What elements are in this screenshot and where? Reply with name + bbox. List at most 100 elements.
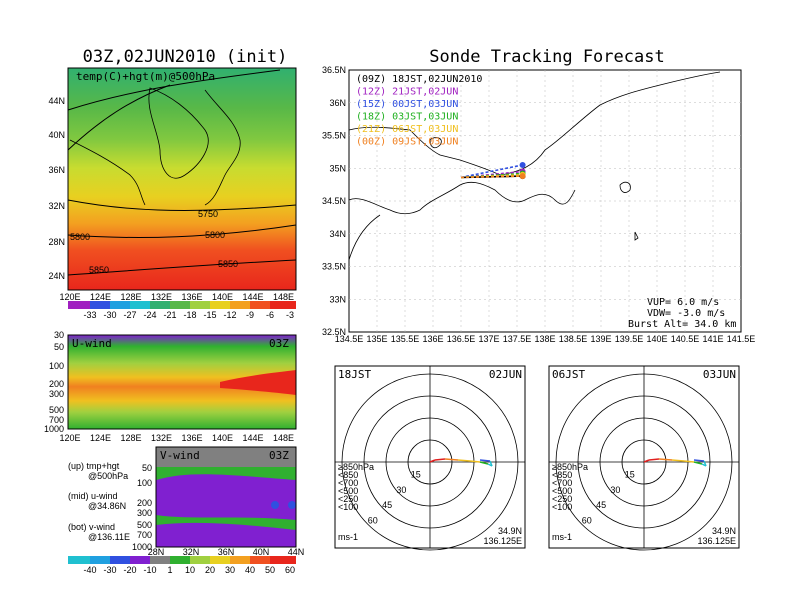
lat-tick-label: 40N bbox=[253, 547, 270, 557]
lon-tick-label: 136E bbox=[181, 433, 202, 443]
hodograph-time: 06JST bbox=[552, 368, 585, 381]
hodograph-date: 03JUN bbox=[703, 368, 736, 381]
track-legend-entry: (00Z) 09JST,03JUN bbox=[356, 137, 458, 148]
hodograph-level-key: <250 bbox=[552, 494, 572, 504]
lon-tick-label: 137.5E bbox=[503, 334, 532, 344]
contour-label: 5800 bbox=[70, 232, 90, 242]
burst-text: Burst Alt= 34.0 km bbox=[628, 319, 736, 330]
hodograph-level-key: <850 bbox=[338, 470, 358, 480]
hodograph-level-key: ≥850hPa bbox=[338, 462, 374, 472]
temp-map-panel: temp(C)+hgt(m)@500hPa 5750 5800 5850 580… bbox=[48, 67, 297, 302]
colorbar-tick-label: -24 bbox=[143, 310, 156, 320]
contour-label: 5800 bbox=[205, 230, 225, 240]
pressure-level-label: 700 bbox=[49, 415, 64, 425]
hodograph-level-key: <250 bbox=[338, 494, 358, 504]
lon-tick-label: 124E bbox=[90, 292, 111, 302]
lat-tick-label: 32N bbox=[48, 201, 65, 211]
lat-tick-label: 36N bbox=[48, 165, 65, 175]
lon-tick-label: 148E bbox=[273, 292, 294, 302]
lon-tick-label: 135E bbox=[366, 334, 387, 344]
wind-trace-segment bbox=[444, 458, 459, 461]
colorbar-tick-label: -40 bbox=[83, 565, 96, 575]
lat-tick-label: 35N bbox=[329, 163, 346, 173]
hodograph-level-key: <100 bbox=[338, 502, 358, 512]
ring-label: 60 bbox=[368, 516, 378, 526]
colorbar-tick-label: 50 bbox=[265, 565, 275, 575]
vwind-time: 03Z bbox=[269, 449, 289, 462]
lon-tick-label: 136.5E bbox=[447, 334, 476, 344]
wind-trace-segment bbox=[683, 460, 695, 463]
hodograph-unit: ms-1 bbox=[552, 532, 572, 542]
lat-tick-label: 34N bbox=[329, 229, 346, 239]
colorbar-tick-label: -12 bbox=[223, 310, 236, 320]
left-title: 03Z,02JUN2010 (init) bbox=[83, 47, 288, 67]
lon-tick-label: 138E bbox=[534, 334, 555, 344]
lon-tick-label: 148E bbox=[273, 433, 294, 443]
colorbar-tick-label: -20 bbox=[123, 565, 136, 575]
lat-tick-label: 44N bbox=[48, 96, 65, 106]
colorbar-tick-label: -3 bbox=[286, 310, 294, 320]
lat-tick-label: 36.5N bbox=[322, 65, 346, 75]
ring-label: 45 bbox=[596, 500, 606, 510]
colorbar-tick-label: -30 bbox=[103, 565, 116, 575]
ring-label: 30 bbox=[396, 485, 406, 495]
lat-tick-label: 36N bbox=[329, 98, 346, 108]
lon-tick-label: 144E bbox=[242, 292, 263, 302]
temp-colorbar: -33 -30 -27 -24 -21 -18 -15 -12 -9 -6 -3 bbox=[68, 301, 296, 320]
track-legend-entry: (12Z) 21JST,02JUN bbox=[356, 87, 458, 98]
lon-tick-label: 135.5E bbox=[391, 334, 420, 344]
track-line bbox=[460, 175, 523, 179]
track-map-panel: 36.5N 36N 35.5N 35N 34.5N 34N 33.5N 33N 32.5N134… bbox=[322, 65, 755, 344]
lon-tick-label: 136E bbox=[181, 292, 202, 302]
lat-tick-label: 32N bbox=[183, 547, 200, 557]
colorbar-tick-label: 10 bbox=[185, 565, 195, 575]
lon-tick-label: 134.5E bbox=[335, 334, 364, 344]
colorbar-tick-label: 40 bbox=[245, 565, 255, 575]
wind-trace-segment bbox=[693, 459, 705, 462]
wind-trace-segment bbox=[434, 458, 446, 461]
panel-legend-text: (up) tmp+hgt@500hPa (mid) u-wind@34.86N (b… bbox=[68, 461, 130, 542]
burst-point bbox=[519, 161, 526, 168]
track-legend-entry: (21Z) 06JST,03JUN bbox=[356, 124, 458, 135]
colorbar-tick-label: -15 bbox=[203, 310, 216, 320]
pressure-level-label: 1000 bbox=[44, 424, 64, 434]
lon-tick-label: 137E bbox=[478, 334, 499, 344]
wind-trace-segment bbox=[648, 458, 660, 461]
lon-tick-label: 136E bbox=[422, 334, 443, 344]
hodograph-level-key: <500 bbox=[552, 486, 572, 496]
hodograph-level-key: <700 bbox=[552, 478, 572, 488]
lon-tick-label: 139E bbox=[590, 334, 611, 344]
colorbar-tick-label: 30 bbox=[225, 565, 235, 575]
lon-tick-label: 120E bbox=[59, 433, 80, 443]
pressure-level-label: 700 bbox=[137, 530, 152, 540]
lat-tick-label: 44N bbox=[288, 547, 305, 557]
lon-tick-label: 120E bbox=[59, 292, 80, 302]
lon-tick-label: 128E bbox=[120, 433, 141, 443]
contour-label: 5750 bbox=[198, 209, 218, 219]
lon-tick-label: 140E bbox=[212, 292, 233, 302]
colorbar-tick-label: -6 bbox=[266, 310, 274, 320]
pressure-level-label: 200 bbox=[49, 379, 64, 389]
lon-tick-label: 132E bbox=[151, 433, 172, 443]
wind-trace-segment bbox=[643, 459, 650, 463]
contour-label: 5850 bbox=[89, 265, 109, 275]
wind-trace-segment bbox=[479, 459, 491, 462]
vwind-label: V-wind bbox=[160, 449, 200, 462]
lon-tick-label: 144E bbox=[242, 433, 263, 443]
legend-line: (mid) u-wind bbox=[68, 491, 118, 501]
wind-colorbar: -40 -30 -20 -10 1 10 20 30 40 50 60 bbox=[68, 556, 296, 575]
hodograph-level-key: <850 bbox=[552, 470, 572, 480]
vdw-text: VDW= -3.0 m/s bbox=[647, 308, 725, 319]
lat-tick-label: 34.5N bbox=[322, 196, 346, 206]
lat-tick-label: 33N bbox=[329, 294, 346, 304]
lat-tick-label: 32.5N bbox=[322, 327, 346, 337]
vup-text: VUP= 6.0 m/s bbox=[647, 297, 719, 308]
wind-trace-segment bbox=[703, 460, 707, 467]
hodograph-lat: 34.9N bbox=[712, 526, 736, 536]
track-legend-entry: (15Z) 00JST,03JUN bbox=[356, 99, 458, 110]
pressure-level-label: 500 bbox=[137, 520, 152, 530]
track-legend-entry: (18Z) 03JST,03JUN bbox=[356, 112, 458, 123]
colorbar-tick-label: 60 bbox=[285, 565, 295, 575]
